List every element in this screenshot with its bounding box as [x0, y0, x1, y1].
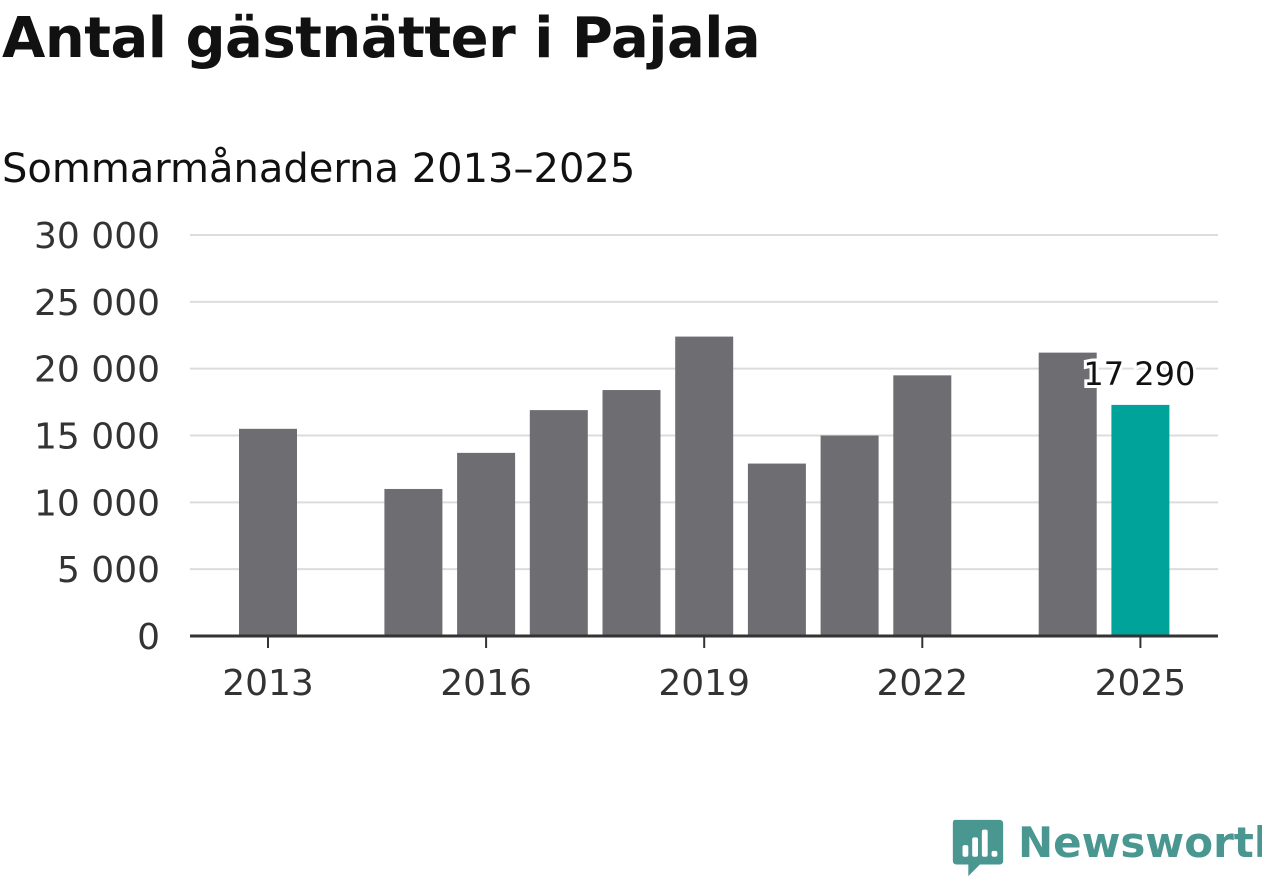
- bars: [239, 336, 1170, 636]
- y-axis-labels: 0 5 000 10 000 15 000 20 000 25 000 30 000: [34, 216, 160, 658]
- brand-name: Newsworthy: [1018, 818, 1262, 867]
- bar-2020: [747, 463, 806, 636]
- bar-2016: [457, 452, 516, 636]
- bar-2021: [820, 435, 879, 636]
- chart-title: Antal gästnätter i Pajala: [2, 6, 761, 71]
- y-tick-label: 0: [137, 617, 160, 658]
- y-tick-label: 20 000: [34, 350, 160, 391]
- newsworthy-logo-icon: [952, 819, 1004, 877]
- y-tick-label: 5 000: [57, 550, 160, 591]
- bar-2015: [384, 488, 443, 636]
- bar-2019: [675, 336, 734, 636]
- x-tick-label: 2022: [876, 663, 968, 704]
- bar-2013: [239, 428, 297, 636]
- bar-2018: [602, 390, 661, 636]
- bar-2017: [529, 410, 588, 636]
- y-tick-label: 30 000: [34, 216, 160, 257]
- bar-2022: [893, 375, 952, 636]
- y-tick-label: 25 000: [34, 283, 160, 324]
- x-tick-label: 2013: [222, 663, 314, 704]
- x-axis: 2013 2016 2019 2022 2025: [190, 634, 1218, 704]
- bar-2024: [1038, 352, 1097, 636]
- y-tick-label: 15 000: [34, 417, 160, 458]
- chart-subtitle: Sommarmånaderna 2013–2025: [2, 146, 636, 192]
- x-tick-label: 2019: [658, 663, 750, 704]
- highlight-value-label: 17 290: [1083, 355, 1195, 393]
- y-tick-label: 10 000: [34, 483, 160, 524]
- x-tick-label: 2025: [1095, 663, 1187, 704]
- annotations: 17 290: [1080, 352, 1198, 396]
- x-tick-label: 2016: [440, 663, 532, 704]
- bar-2025: [1111, 404, 1170, 636]
